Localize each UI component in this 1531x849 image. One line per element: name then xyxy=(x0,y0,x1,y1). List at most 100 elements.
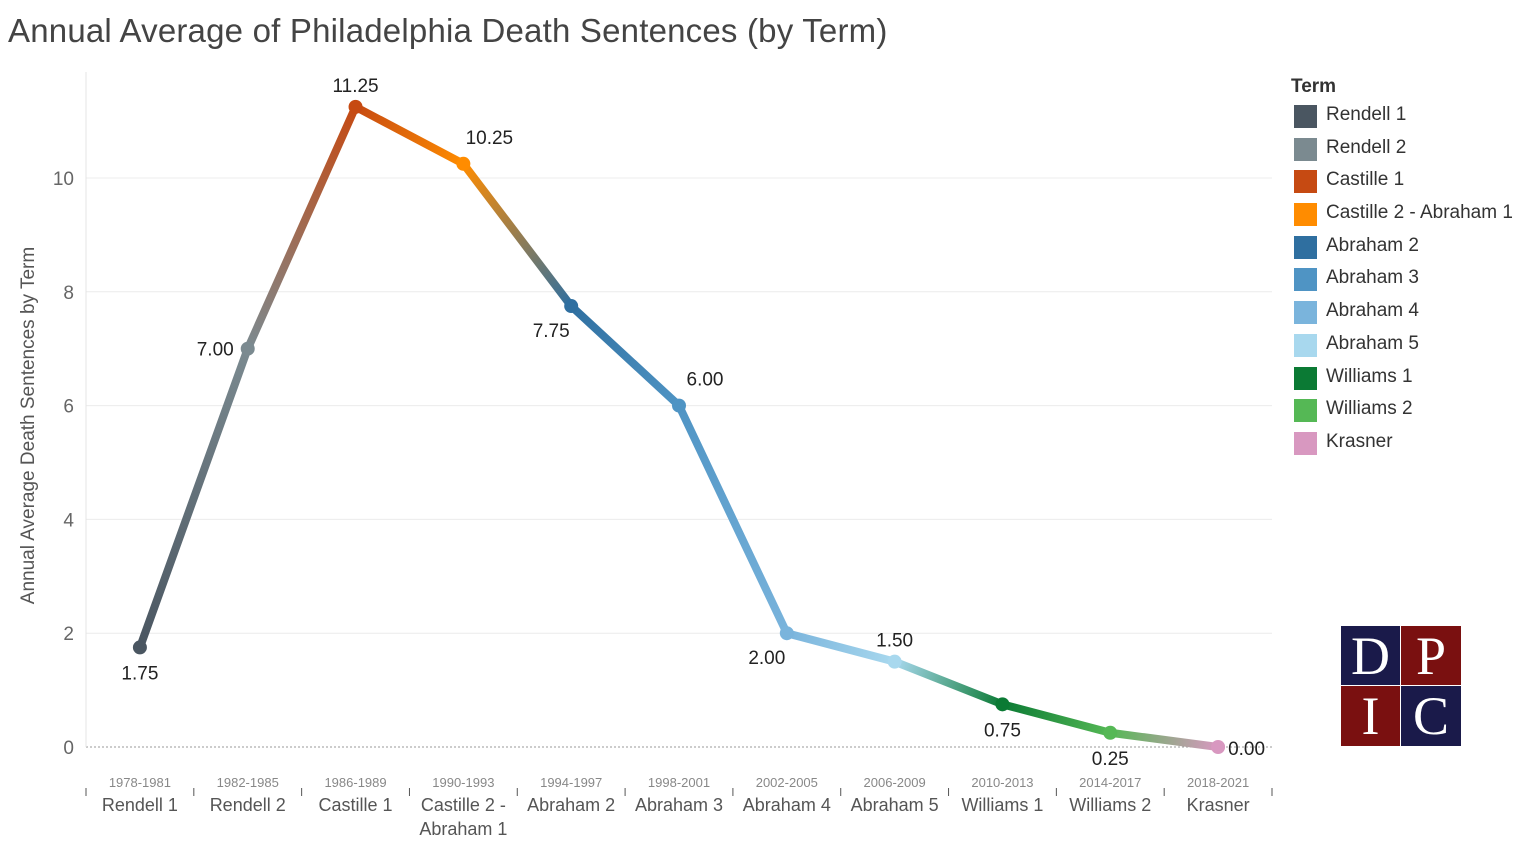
y-axis-title: Annual Average Death Sentences by Term xyxy=(18,247,39,604)
data-point xyxy=(1211,740,1226,754)
legend-label: Abraham 2 xyxy=(1326,234,1419,256)
data-point xyxy=(887,654,902,669)
legend-item: Castille 2 - Abraham 1 xyxy=(1291,198,1531,231)
x-years-label: 1982-1985 xyxy=(217,775,279,790)
data-point xyxy=(564,299,579,314)
legend-swatch xyxy=(1294,203,1317,227)
line-segment xyxy=(567,302,683,410)
y-tick-label: 4 xyxy=(63,510,74,531)
x-years-label: 1978-1981 xyxy=(109,775,171,790)
legend-item: Abraham 3 xyxy=(1291,263,1531,296)
legend-label: Abraham 3 xyxy=(1326,267,1419,289)
legend-item: Krasner xyxy=(1291,427,1531,460)
line-segment xyxy=(351,102,468,168)
data-point xyxy=(672,398,686,413)
data-label: 7.00 xyxy=(197,340,234,361)
x-tick-label: Abraham 3 xyxy=(635,795,723,815)
legend-swatch xyxy=(1294,235,1317,259)
dpic-logo: D P I C xyxy=(1341,626,1461,746)
legend-label: Abraham 4 xyxy=(1326,300,1419,322)
data-point xyxy=(348,99,363,114)
legend-label: Castille 2 - Abraham 1 xyxy=(1326,202,1513,224)
legend-item: Castille 1 xyxy=(1291,165,1531,198)
data-label: 6.00 xyxy=(687,370,724,391)
x-tick-label: Williams 1 xyxy=(961,795,1043,815)
data-label: 1.50 xyxy=(876,631,913,652)
data-label: 0.75 xyxy=(984,720,1021,741)
data-label: 0.00 xyxy=(1228,739,1265,760)
line-segment xyxy=(998,700,1115,737)
legend-label: Krasner xyxy=(1326,430,1393,452)
data-label: 10.25 xyxy=(466,128,514,149)
line-segment xyxy=(1106,728,1223,751)
x-tick-label: Rendell 2 xyxy=(210,795,286,815)
legend-label: Williams 1 xyxy=(1326,365,1413,387)
x-tick-label: Abraham 2 xyxy=(527,795,615,815)
data-point xyxy=(240,341,255,356)
legend-label: Castille 1 xyxy=(1326,169,1405,191)
data-point xyxy=(1103,725,1118,740)
legend-label: Abraham 5 xyxy=(1326,332,1419,354)
gridlines xyxy=(86,177,1272,748)
data-label: 7.75 xyxy=(533,321,570,342)
logo-letter-d: D xyxy=(1341,626,1401,686)
line-segment xyxy=(782,629,899,666)
data-point xyxy=(995,697,1010,712)
x-tick-label: Abraham 1 xyxy=(419,819,507,839)
x-years-label: 2010-2013 xyxy=(971,775,1033,790)
legend-item: Rendell 1 xyxy=(1291,100,1531,133)
x-years-label: 2002-2005 xyxy=(756,775,818,790)
line-segment xyxy=(135,344,252,652)
x-years-label: 2006-2009 xyxy=(864,775,926,790)
x-years-label: 1998-2001 xyxy=(648,775,710,790)
legend-item: Abraham 2 xyxy=(1291,231,1531,264)
legend-swatch xyxy=(1294,137,1317,161)
x-years-label: 1986-1989 xyxy=(324,775,386,790)
logo-letter-c: C xyxy=(1401,686,1461,746)
y-tick-label: 8 xyxy=(63,283,74,304)
legend-item: Abraham 5 xyxy=(1291,329,1531,362)
data-point xyxy=(456,156,471,171)
legend-swatch xyxy=(1294,431,1317,455)
data-point xyxy=(132,640,147,655)
line-segment xyxy=(243,102,360,353)
line-segment xyxy=(675,401,791,638)
legend-label: Williams 2 xyxy=(1326,398,1413,420)
legend: Term Rendell 1 Rendell 2 Castille 1 Castill… xyxy=(1291,76,1531,460)
data-label: 11.25 xyxy=(332,76,378,97)
legend-swatch xyxy=(1294,301,1317,325)
x-years-label: 1990-1993 xyxy=(432,775,494,790)
legend-label: Rendell 1 xyxy=(1326,104,1407,125)
y-tick-label: 10 xyxy=(53,169,74,190)
y-tick-label: 0 xyxy=(63,738,74,759)
legend-swatch xyxy=(1294,105,1317,128)
legend-swatch xyxy=(1294,366,1317,390)
legend-item: Williams 2 xyxy=(1291,394,1531,427)
data-point xyxy=(779,626,794,641)
x-years-label: 1994-1997 xyxy=(540,775,602,790)
legend-label: Rendell 2 xyxy=(1326,136,1407,158)
y-tick-label: 2 xyxy=(63,624,74,645)
x-tick-label: Williams 2 xyxy=(1069,795,1151,815)
chart-title: Annual Average of Philadelphia Death Sen… xyxy=(8,12,888,49)
data-points xyxy=(132,99,1226,754)
y-tick-label: 6 xyxy=(63,397,74,418)
logo-letter-i: I xyxy=(1341,686,1401,746)
legend-item: Rendell 2 xyxy=(1291,133,1531,166)
data-labels: 1.75 7.00 11.25 10.25 7.75 6.00 2.00 1.50 0.75 0.… xyxy=(121,76,1265,770)
legend-swatch xyxy=(1294,399,1317,423)
line-segment xyxy=(459,159,576,311)
x-tick-label: Castille 1 xyxy=(319,795,393,815)
data-label: 0.25 xyxy=(1092,749,1129,770)
x-tick-label: Abraham 5 xyxy=(851,795,939,815)
x-tick-label: Abraham 4 xyxy=(743,795,831,815)
x-tick-label: Castille 2 - xyxy=(421,795,506,815)
x-tick-label: Krasner xyxy=(1187,795,1250,815)
line-segment xyxy=(890,657,1007,709)
legend-swatch xyxy=(1294,333,1317,357)
x-tick-label: Rendell 1 xyxy=(102,795,178,815)
legend-item: Abraham 4 xyxy=(1291,296,1531,329)
x-years-label: 2018-2021 xyxy=(1187,775,1249,790)
data-label: 2.00 xyxy=(748,648,785,669)
